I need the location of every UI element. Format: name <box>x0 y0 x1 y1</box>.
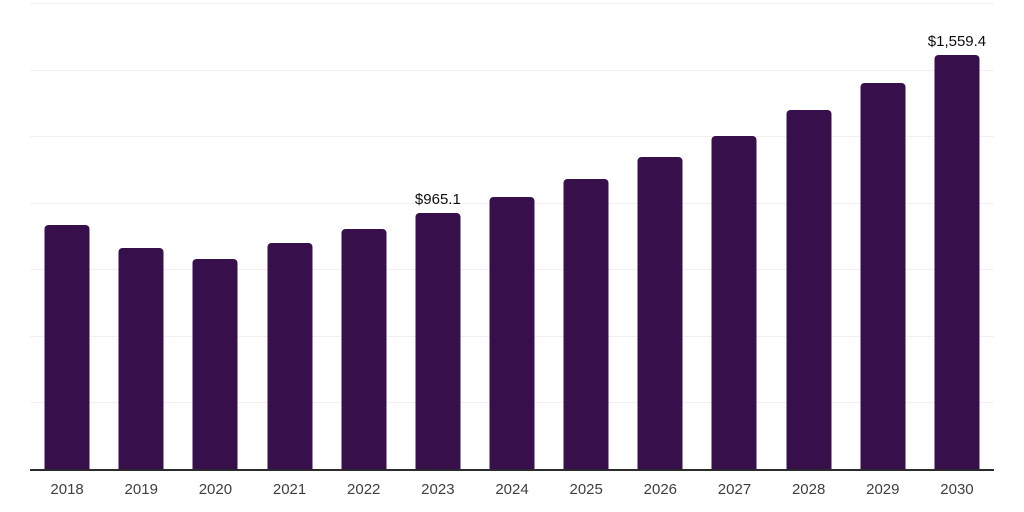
bar-2020 <box>192 258 238 470</box>
bar-2030 <box>934 54 980 470</box>
x-tick-label-2021: 2021 <box>272 481 307 498</box>
bar-2018 <box>44 224 90 470</box>
bar-2023 <box>415 213 461 470</box>
bar-2024 <box>489 197 535 470</box>
bar-slot-2022 <box>327 4 401 470</box>
gridline-1500 <box>30 69 994 71</box>
x-tick-label-2020: 2020 <box>198 481 233 498</box>
x-tick-label-2027: 2027 <box>717 481 752 498</box>
gridline-1750 <box>30 3 994 4</box>
bar-slot-2020 <box>178 4 252 470</box>
x-tick-label-2018: 2018 <box>50 481 84 498</box>
plot-area: $965.1 $1,559.4 <box>30 3 994 470</box>
x-axis-line <box>30 469 994 471</box>
bar-slot-2025 <box>549 4 623 470</box>
x-tick-label-2028: 2028 <box>791 481 826 498</box>
bars-container: $965.1 $1,559.4 <box>30 4 994 470</box>
bar-2025 <box>563 178 609 470</box>
bar-2028 <box>786 110 832 470</box>
x-tick-label-2026: 2026 <box>643 481 678 498</box>
bar-value-label-2030: $1,559.4 <box>927 32 987 50</box>
bar-slot-2018 <box>30 4 104 470</box>
x-tick-label-2030: 2030 <box>940 481 974 498</box>
bar-slot-2026 <box>623 4 697 470</box>
bar-slot-2028 <box>772 4 846 470</box>
bar-2029 <box>860 83 906 470</box>
bar-2021 <box>267 242 313 470</box>
x-tick-label-2029: 2029 <box>866 481 900 498</box>
bar-2026 <box>637 157 683 470</box>
x-tick-label-2019: 2019 <box>124 481 158 498</box>
bar-value-label-2023: $965.1 <box>414 191 461 209</box>
x-axis-labels: 2018 2019 2020 2021 2022 2023 2024 2025 2026 2027… <box>30 481 994 498</box>
bar-2022 <box>341 229 387 470</box>
bar-slot-2029 <box>846 4 920 470</box>
gridline-1250 <box>30 136 994 138</box>
bar-slot-2023: $965.1 <box>401 4 475 470</box>
bar-slot-2019 <box>104 4 178 470</box>
bar-slot-2030: $1,559.4 <box>920 4 994 470</box>
bar-2019 <box>118 247 164 470</box>
bar-2027 <box>711 135 757 470</box>
x-tick-label-2025: 2025 <box>569 481 603 498</box>
bar-slot-2024 <box>475 4 549 470</box>
x-tick-label-2024: 2024 <box>495 481 529 498</box>
bar-slot-2027 <box>697 4 771 470</box>
bar-slot-2021 <box>252 4 326 470</box>
x-tick-label-2023: 2023 <box>421 481 455 498</box>
x-tick-label-2022: 2022 <box>347 481 381 498</box>
